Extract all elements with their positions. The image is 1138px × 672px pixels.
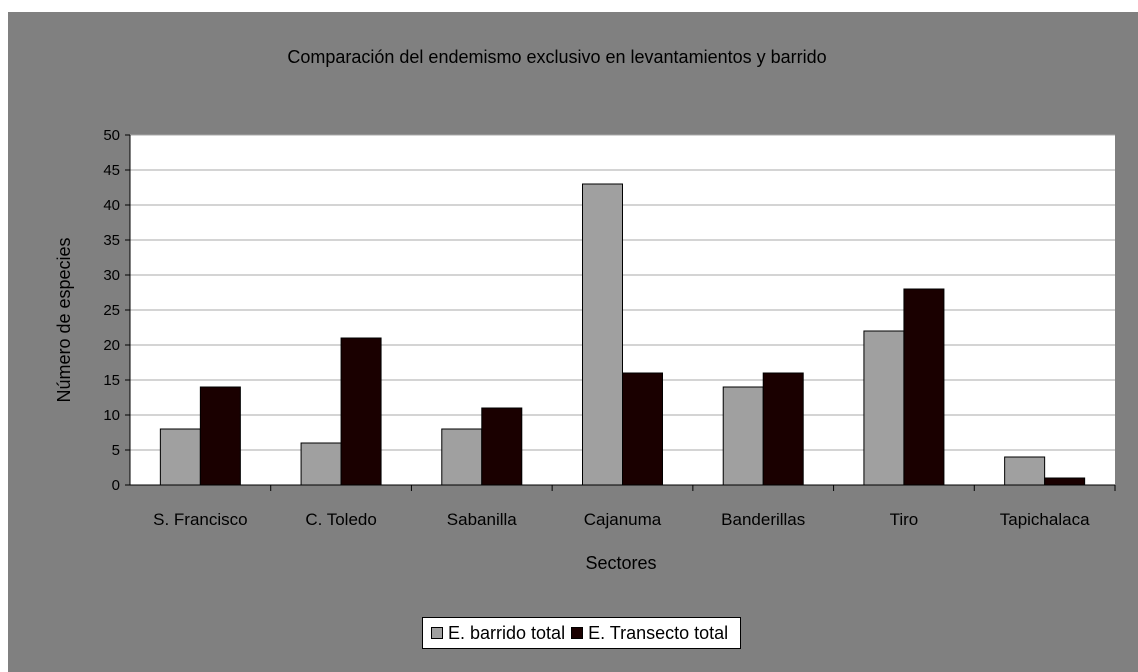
bar-barrido xyxy=(441,428,483,486)
legend: E. barrido total E. Transecto total xyxy=(422,617,742,649)
y-tick-label: 45 xyxy=(103,162,120,179)
x-tick-label: Sabanilla xyxy=(447,510,517,529)
legend-swatch-barrido xyxy=(431,627,443,639)
y-tick-label: 10 xyxy=(103,407,120,424)
x-tick-label: C. Toledo xyxy=(305,510,377,529)
bar-barrido xyxy=(863,330,905,486)
bars xyxy=(159,183,1086,486)
y-tick-label: 50 xyxy=(103,127,120,144)
y-tick-label: 5 xyxy=(112,442,120,459)
y-axis-label: Número de especies xyxy=(54,237,74,402)
bar-transecto xyxy=(762,372,804,486)
y-tick-label: 15 xyxy=(103,372,120,389)
legend-swatch-transecto xyxy=(571,627,584,639)
bar-barrido xyxy=(300,442,342,486)
y-tick-labels: 0 5 10 15 20 25 30 35 40 45 50 xyxy=(103,127,130,494)
bar-barrido xyxy=(1004,456,1046,486)
bar-transecto xyxy=(199,386,241,486)
bar-barrido xyxy=(722,386,764,486)
chart-title: Comparación del endemismo exclusivo en l… xyxy=(287,47,826,67)
y-tick-label: 35 xyxy=(103,232,120,249)
x-tick-label: Tapichalaca xyxy=(1000,510,1090,529)
legend-label-barrido: E. barrido total xyxy=(448,622,566,643)
y-tick-label: 40 xyxy=(103,197,120,214)
y-tick-label: 20 xyxy=(103,337,120,354)
legend-label-transecto: E. Transecto total xyxy=(588,622,729,643)
legend-item-barrido: E. barrido total xyxy=(431,623,565,644)
y-tick-label: 25 xyxy=(103,302,120,319)
x-tick-label: Banderillas xyxy=(721,510,805,529)
bar-transecto xyxy=(622,372,663,486)
y-tick-label: 30 xyxy=(103,267,120,284)
bar-transecto xyxy=(1044,477,1086,486)
bar-transecto xyxy=(903,288,945,486)
y-tick-label: 0 xyxy=(112,477,120,494)
bar-barrido xyxy=(582,183,623,486)
x-tick-label: Tiro xyxy=(890,510,919,529)
x-tick-label: S. Francisco xyxy=(153,510,247,529)
bar-transecto xyxy=(340,337,382,486)
x-axis-label: Sectores xyxy=(585,553,656,573)
bar-transecto xyxy=(481,407,523,486)
x-tick-labels: S. Francisco C. Toledo Sabanilla Cajanuma Ba… xyxy=(153,485,1116,529)
legend-item-transecto: E. Transecto total xyxy=(571,623,728,644)
x-tick-label: Cajanuma xyxy=(584,510,662,529)
bar-barrido xyxy=(159,428,201,486)
